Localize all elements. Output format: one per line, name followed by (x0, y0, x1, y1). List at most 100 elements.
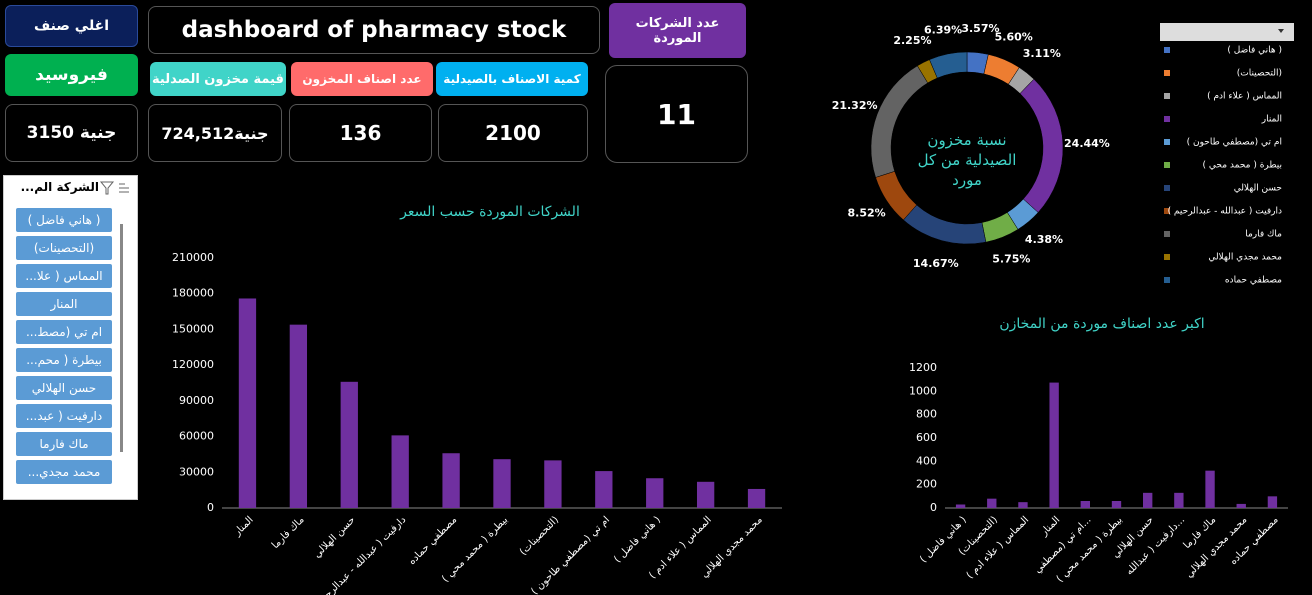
bar (1080, 501, 1090, 508)
dashboard-title: dashboard of pharmacy stock (148, 6, 600, 54)
x-tick-label: المنار (231, 514, 255, 538)
bar (289, 324, 308, 508)
bar (595, 471, 613, 508)
data-label: 21.32% (832, 99, 878, 112)
suppliers-label: عدد الشركات الموردة (609, 3, 746, 58)
y-tick-label: 0 (930, 501, 937, 514)
y-tick-label: 200 (916, 478, 937, 491)
data-label: 2.25% (893, 34, 931, 47)
bar (1111, 501, 1122, 508)
y-tick-label: 150000 (172, 322, 214, 335)
slicer-item[interactable]: دارفيت ( عبد... (16, 404, 112, 428)
y-tick-label: 600 (916, 431, 937, 444)
x-tick-label: المماس ( علاء ادم ) (965, 514, 1032, 581)
x-tick-label: (التحصينات) (518, 514, 561, 557)
bar (1267, 496, 1278, 508)
y-tick-label: 120000 (172, 358, 214, 371)
data-label: 3.11% (1023, 47, 1061, 60)
legend-label: محمد مجدي الهلالي (1208, 253, 1282, 263)
legend-label: ( هاني فاضل ) (1227, 46, 1282, 56)
slicer-item[interactable]: ( هاني فاضل ) (16, 208, 112, 232)
bar (987, 498, 997, 508)
top-item-label: اغلي صنف (5, 5, 138, 47)
legend-swatch (1164, 254, 1170, 260)
data-label: 4.38% (1025, 233, 1063, 246)
bar (955, 504, 966, 508)
legend-label: المنار (1261, 115, 1282, 125)
bar (1236, 503, 1246, 508)
x-tick-label: حسن الهلالي (312, 514, 358, 560)
bar (696, 481, 715, 508)
data-label: 5.75% (992, 253, 1030, 266)
legend-swatch (1164, 277, 1170, 283)
bar (1143, 492, 1153, 508)
donut-slice (929, 51, 968, 79)
stock-value-label: قيمة مخزون الصدلية (150, 62, 286, 96)
legend-label: ام تي (مصطفي طاحون ) (1187, 138, 1282, 148)
bar (1018, 502, 1028, 508)
slicer-item[interactable]: المماس ( علا... (16, 264, 112, 288)
data-label: 24.44% (1064, 137, 1110, 150)
legend-label: مصطفي حماده (1225, 276, 1282, 286)
slicer-icons (99, 181, 129, 195)
legend-label: حسن الهلالي (1234, 184, 1282, 194)
legend-swatch (1164, 93, 1170, 99)
legend-swatch (1164, 231, 1170, 237)
slicer-item[interactable]: (التحصينات) (16, 236, 112, 260)
legend-swatch (1164, 208, 1170, 214)
items-count: 136 (289, 104, 432, 162)
slicer-item[interactable]: ام تي (مصط... (16, 320, 112, 344)
x-tick-label: دارفيت ( عبدالله... (1124, 514, 1187, 577)
x-tick-label: دارفيت ( عبدالله - عبدالرحيم ) (311, 514, 409, 595)
top-item-price: جنية 3150 (5, 104, 138, 162)
slicer-scrollbar (120, 224, 123, 452)
chart-title: الشركات الموردة حسب السعر (399, 204, 580, 220)
quantity-label: كمية الاصناف بالصيدلية (436, 62, 588, 96)
slicer-item[interactable]: محمد مجدي... (16, 460, 112, 484)
data-label: 8.52% (847, 207, 885, 220)
y-tick-label: 400 (916, 454, 937, 467)
donut-slice (1019, 78, 1064, 213)
data-label: 14.67% (913, 257, 959, 270)
y-tick-label: 30000 (179, 465, 214, 478)
bar (493, 459, 511, 508)
legend-label: بيطرة ( محمد محي ) (1203, 161, 1282, 171)
bar (1049, 382, 1059, 508)
bar (747, 488, 766, 508)
donut-slice (870, 65, 929, 178)
legend-swatch (1164, 47, 1170, 53)
slicer-item[interactable]: المنار (16, 292, 112, 316)
slicer-item[interactable]: حسن الهلالي (16, 376, 112, 400)
bar (391, 435, 409, 508)
data-label: 5.60% (995, 30, 1033, 43)
legend-dropdown (1278, 29, 1284, 33)
data-label: 6.39% (924, 23, 962, 36)
items-count-label: عدد اصناف المخزون (291, 62, 433, 96)
y-tick-label: 60000 (179, 430, 214, 443)
slicer-item[interactable]: ماك فارما (16, 432, 112, 456)
y-tick-label: 180000 (172, 287, 214, 300)
slicer: الشركة الم... ( هاني فاضل ) (التحصينات) ال… (3, 175, 138, 500)
x-tick-label: ( هاني فاضل ) (918, 514, 969, 565)
bar (646, 478, 664, 508)
data-label: 3.57% (961, 22, 999, 35)
legend-label: المماس ( علاء ادم ) (1207, 92, 1282, 102)
stock-value: جنية724,512 (148, 104, 282, 162)
legend-swatch (1164, 116, 1170, 122)
quantity: 2100 (438, 104, 588, 162)
y-tick-label: 0 (207, 501, 214, 514)
x-tick-label: ماك فارما (270, 514, 307, 551)
y-tick-label: 210000 (172, 251, 214, 264)
y-tick-label: 1200 (909, 361, 937, 374)
x-tick-label: ام تي (مصطفي... (1032, 514, 1093, 575)
y-tick-label: 800 (916, 408, 937, 421)
legend-swatch (1164, 185, 1170, 191)
bar (340, 381, 358, 508)
slicer-item[interactable]: بيطرة ( محم... (16, 348, 112, 372)
suppliers-value: 11 (605, 65, 748, 163)
bar (1174, 492, 1184, 508)
top-item-name: فيروسيد (5, 54, 138, 96)
chart-title: اكبر عدد اصناف موردة من المخازن (999, 316, 1204, 332)
